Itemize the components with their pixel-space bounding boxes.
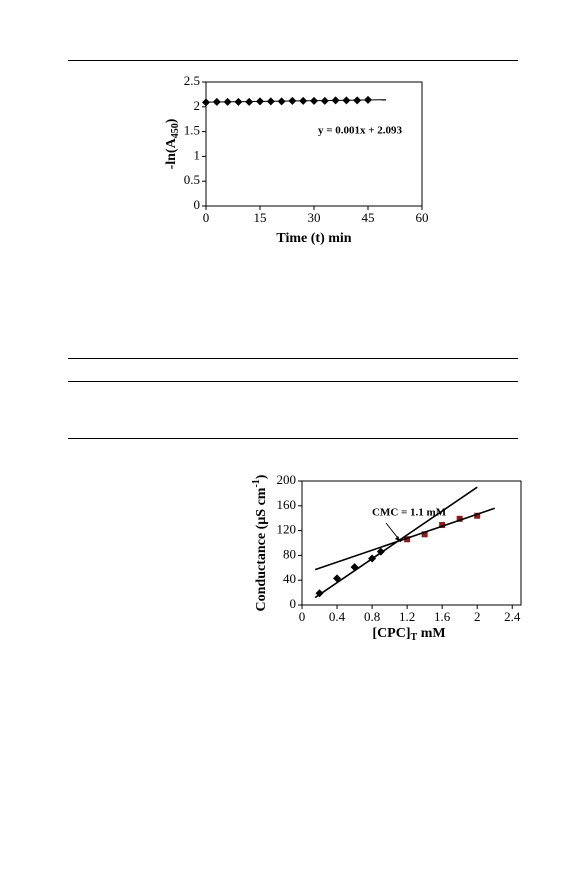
x-tick-label: 0 bbox=[203, 210, 210, 225]
marker bbox=[439, 522, 446, 529]
trend-line bbox=[314, 507, 495, 571]
y-tick-label: 200 bbox=[277, 472, 297, 487]
x-tick-label: 1.2 bbox=[399, 609, 415, 624]
plot-frame bbox=[301, 480, 522, 606]
axis-label-part: -ln(A bbox=[164, 137, 179, 169]
x-axis-label: Time (t) min bbox=[276, 231, 351, 246]
y-tick-label: 40 bbox=[283, 571, 296, 586]
axis-label-part: [CPC] bbox=[372, 626, 410, 641]
x-tick-label: 60 bbox=[416, 210, 429, 225]
x-tick-label: 0.8 bbox=[364, 609, 380, 624]
axis-label: Conductance (µS cm-1) bbox=[251, 474, 269, 611]
y-tick-label: 80 bbox=[283, 546, 296, 561]
y-tick-label: 2.5 bbox=[184, 73, 200, 88]
y-tick-label: 0 bbox=[194, 197, 201, 212]
marker bbox=[404, 536, 411, 543]
axis-label-part: T bbox=[411, 632, 418, 643]
x-tick-label: 15 bbox=[254, 210, 267, 225]
trend-line bbox=[205, 99, 387, 103]
x-tick-label: 1.6 bbox=[434, 609, 451, 624]
axis-label-part: -1 bbox=[251, 479, 262, 487]
y-tick-label: 0.5 bbox=[184, 172, 200, 187]
axis-label-part: ) bbox=[254, 474, 269, 479]
marker bbox=[202, 98, 210, 107]
marker bbox=[456, 515, 463, 522]
x-tick-label: 2.4 bbox=[504, 609, 521, 624]
x-tick-label: 0.4 bbox=[329, 609, 346, 624]
x-tick-label: 45 bbox=[362, 210, 375, 225]
x-tick-label: 0 bbox=[299, 609, 306, 624]
y-tick-label: 120 bbox=[277, 522, 297, 537]
axis-label-part: 450 bbox=[170, 123, 181, 138]
x-tick-label: 2 bbox=[474, 609, 481, 624]
x-tick-label: 30 bbox=[308, 210, 321, 225]
marker bbox=[474, 512, 481, 519]
y-tick-label: 2 bbox=[194, 98, 201, 113]
y-tick-label: 1.5 bbox=[184, 123, 200, 138]
axis-label-part: mM bbox=[417, 626, 445, 641]
axis-label: -ln(A450) bbox=[164, 118, 181, 169]
axis-label-part: Conductance (µS cm bbox=[254, 487, 269, 611]
y-tick-label: 0 bbox=[290, 596, 297, 611]
marker bbox=[421, 531, 428, 538]
annotation: y = 0.001x + 2.093 bbox=[318, 125, 403, 137]
axis-label-part: ) bbox=[164, 118, 179, 123]
axis-label: [CPC]T mM bbox=[372, 626, 445, 643]
annotation: CMC = 1.1 mM bbox=[372, 507, 447, 519]
y-tick-label: 1 bbox=[194, 147, 201, 162]
y-tick-label: 160 bbox=[277, 497, 297, 512]
